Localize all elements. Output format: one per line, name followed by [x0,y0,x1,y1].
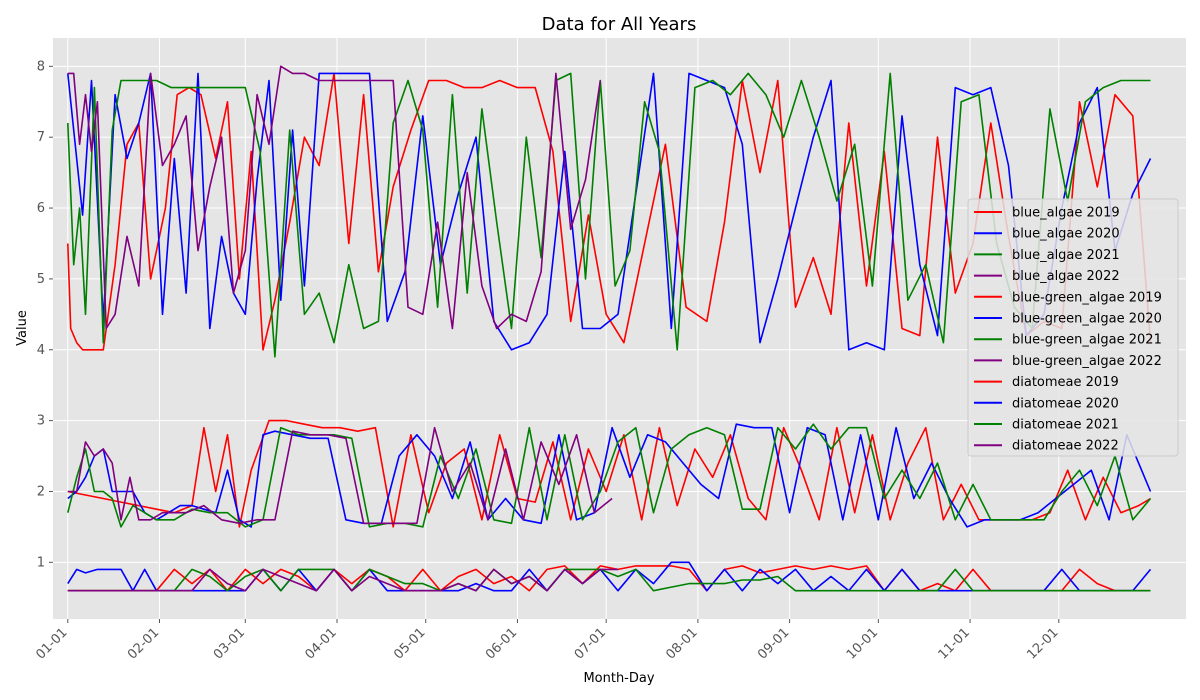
legend: blue_algae 2019 blue_algae 2020 blue_algae… [967,198,1179,457]
y-tick-label: 6 [37,201,45,216]
legend-label: blue_algae 2021 [1012,248,1120,263]
legend-label: blue_algae 2022 [1012,269,1120,284]
series-line-blue-algae-2022 [67,65,602,330]
legend-label: diatomeae 2022 [1012,439,1119,454]
y-tick-label: 4 [37,343,45,358]
y-tick-label: 3 [37,414,45,429]
series-lines [67,65,1152,592]
legend-label: blue-green_algae 2020 [1012,312,1162,327]
y-tick-label: 2 [37,484,45,499]
legend-label: diatomeae 2019 [1012,375,1119,390]
y-tick-label: 1 [37,555,45,570]
series-line-blue-algae-2021 [67,72,1151,358]
legend-label: blue-green_algae 2019 [1012,290,1162,305]
series-line-blue-green-algae-2020 [67,423,1152,528]
y-tick-label: 7 [37,130,45,145]
legend-label: blue_algae 2019 [1012,206,1120,221]
series-line-blue-green-algae-2019 [67,419,1151,528]
legend-label: blue-green_algae 2021 [1012,333,1162,348]
legend-label: diatomeae 2021 [1012,418,1119,433]
legend-label: blue_algae 2020 [1012,227,1120,242]
y-axis-ticks: 1 2 3 4 5 6 7 8 [37,59,53,570]
legend-box [967,198,1179,457]
series-line-blue-green-algae-2022 [67,426,613,525]
series-line-diatomeae-2022 [67,568,618,592]
x-axis-label: Month-Day [583,671,654,686]
chart-title: Data for All Years [542,14,697,35]
y-tick-label: 5 [37,272,45,287]
y-tick-label: 8 [37,59,45,74]
y-axis-label: Value [15,310,30,346]
legend-label: diatomeae 2020 [1012,396,1119,411]
series-line-diatomeae-2021 [67,568,1151,592]
legend-label: blue-green_algae 2022 [1012,354,1162,369]
series-line-diatomeae-2019 [67,565,1151,592]
